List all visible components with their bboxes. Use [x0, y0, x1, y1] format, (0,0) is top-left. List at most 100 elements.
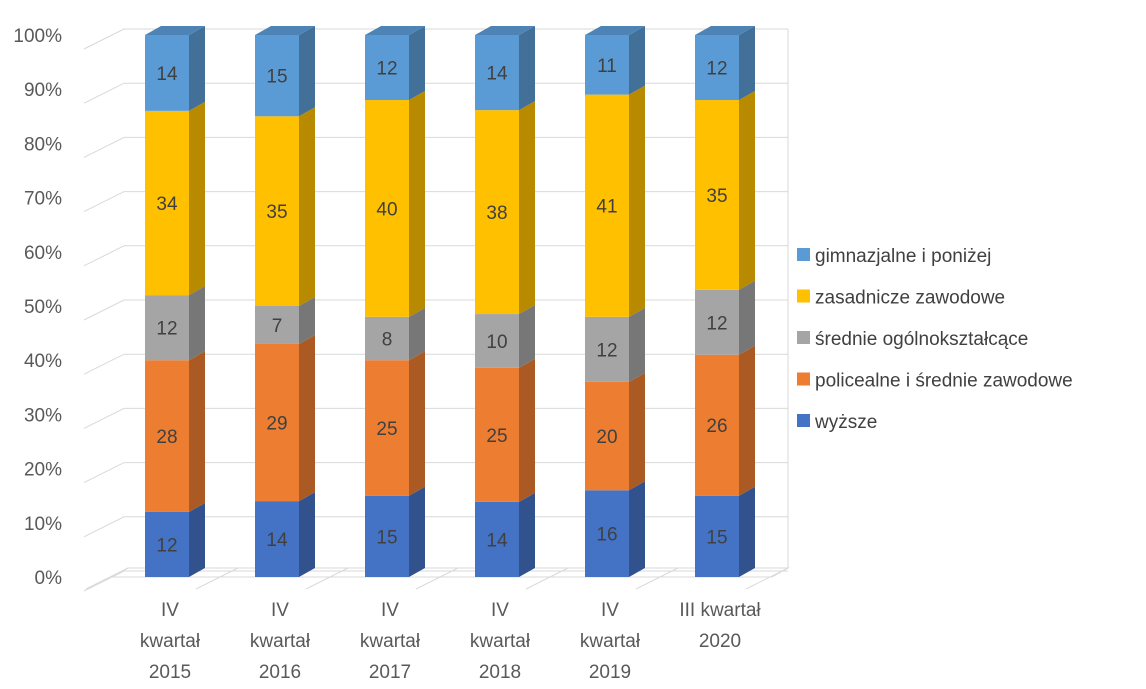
bar-segment [695, 345, 755, 496]
x-tick-label-line: III kwartał [679, 600, 761, 621]
bar-side [409, 486, 425, 577]
data-label: 38 [486, 203, 507, 224]
x-tick-label-line: 2018 [479, 662, 521, 683]
bar [145, 110, 189, 296]
x-tick-label-line: kwartał [360, 631, 421, 652]
bar [255, 501, 299, 577]
bar [365, 35, 409, 101]
bar-segment [695, 26, 755, 101]
bar [585, 381, 629, 491]
data-label: 41 [596, 197, 617, 218]
bar [255, 306, 299, 344]
x-tick-label: IV kwartał 2018 [470, 600, 531, 683]
bar-segment [475, 305, 535, 368]
data-label: 40 [376, 199, 397, 220]
legend-label: średnie ogólnokształcące [815, 329, 1028, 350]
data-label: 35 [706, 186, 727, 207]
y-tick-label: 20% [24, 460, 62, 481]
bar-top [365, 26, 425, 35]
bar [475, 314, 519, 368]
data-label: 12 [706, 59, 727, 80]
bar [475, 367, 519, 502]
x-tick-label-line: kwartał [250, 631, 311, 652]
data-label: 11 [597, 56, 617, 77]
bar-side [519, 492, 535, 577]
bar [585, 490, 629, 577]
x-tick-label: IV kwartał 2019 [580, 600, 641, 683]
bar-side [629, 372, 645, 491]
bar [145, 511, 189, 577]
bar [475, 501, 519, 577]
x-tick-label-line: kwartał [580, 631, 641, 652]
plot-area: 0% 10% 20% 30% 40% 50% 60% 70% 80% 90% 100% [13, 26, 790, 592]
floor-tick [745, 567, 789, 590]
x-tick-label-line: IV [271, 600, 289, 621]
bar-segment [145, 351, 205, 512]
data-label: 14 [486, 64, 508, 85]
y-tick-label: 50% [24, 297, 62, 318]
legend-swatch [797, 331, 810, 344]
data-label: 7 [272, 316, 283, 337]
gridline [83, 245, 788, 267]
x-tick-label-line: kwartał [470, 631, 531, 652]
y-tick-label: 80% [24, 134, 62, 155]
legend-swatch [797, 414, 810, 427]
bar-side [189, 502, 205, 577]
data-label: 8 [382, 330, 393, 351]
data-label: 26 [706, 416, 727, 437]
bar-side [409, 91, 425, 317]
bar [695, 354, 739, 496]
data-label: 16 [596, 525, 617, 546]
gridline [83, 516, 788, 538]
bar-segment [585, 307, 645, 382]
bar [255, 343, 299, 502]
data-label: 12 [156, 319, 177, 340]
bar-side [519, 305, 535, 368]
data-label: 25 [376, 419, 397, 440]
data-label: 14 [486, 530, 508, 551]
legend-item: gimnazjalne i poniżej [797, 246, 991, 267]
floor-tick [635, 567, 679, 590]
bar-side [629, 85, 645, 317]
legend-label: wyższe [814, 412, 877, 433]
bar-side [739, 280, 755, 355]
bar [695, 495, 739, 577]
data-label: 35 [266, 202, 287, 223]
bar-side [409, 307, 425, 361]
data-label: 12 [596, 340, 617, 361]
bar [145, 35, 189, 111]
gridline [83, 136, 788, 158]
gridline [83, 299, 788, 321]
bar-top [585, 26, 645, 35]
bar [365, 100, 409, 317]
y-tick-label: 60% [24, 243, 62, 264]
legend-swatch [797, 372, 810, 386]
bar-side [299, 26, 315, 117]
x-tick-label: IV kwartał 2017 [360, 600, 421, 683]
bar-side [299, 297, 315, 344]
floor-tick [305, 567, 349, 590]
data-label: 20 [596, 427, 617, 448]
bar-side [629, 307, 645, 382]
floor-tick [525, 567, 569, 590]
bar-side [629, 26, 645, 95]
legend-swatch [797, 289, 810, 303]
bar [585, 316, 629, 382]
bar-side [299, 107, 315, 306]
bar-segment [585, 481, 645, 577]
bar [585, 94, 629, 317]
bar-side [299, 334, 315, 502]
bar-side [629, 481, 645, 577]
data-label: 12 [376, 59, 397, 80]
bar-segment [475, 492, 535, 577]
legend-item: średnie ogólnokształcące [797, 329, 1028, 350]
bar [585, 35, 629, 95]
bar [475, 35, 519, 111]
bar-segment [475, 101, 535, 315]
data-label: 34 [156, 194, 178, 215]
legend-swatch [797, 248, 810, 261]
bar-side [739, 26, 755, 101]
bar-segment [695, 91, 755, 290]
bar [365, 360, 409, 496]
x-tick-label-line: 2016 [259, 662, 301, 683]
